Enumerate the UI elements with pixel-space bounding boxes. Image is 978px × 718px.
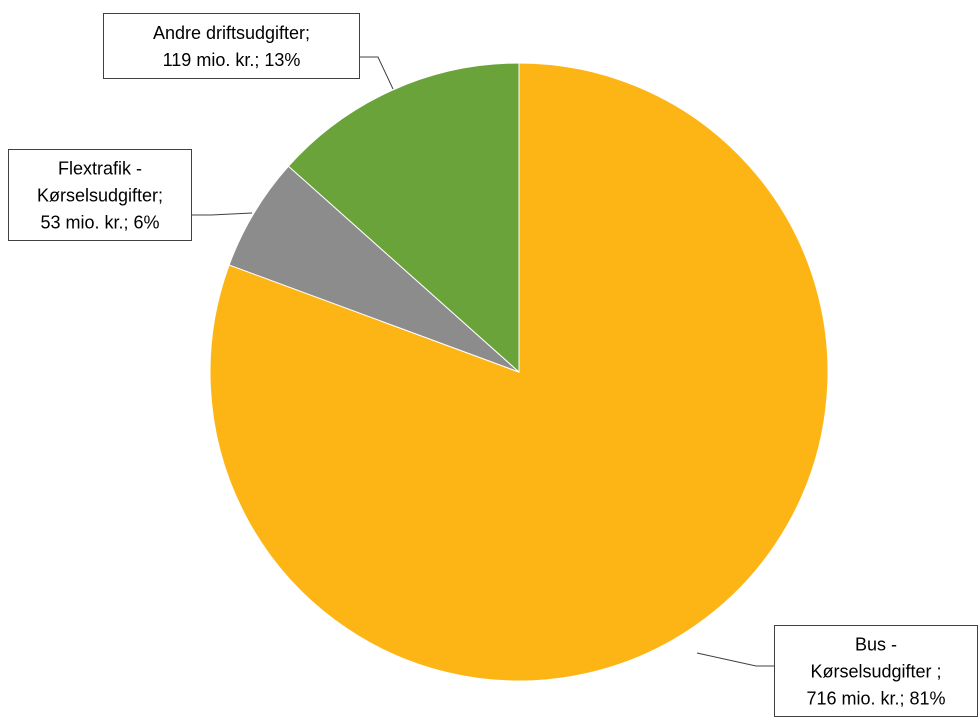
leader-line-2	[192, 212, 253, 216]
leader-line-3	[360, 56, 394, 90]
leader-line-1	[696, 652, 774, 667]
data-label-2-line-1: Flextrafik -	[58, 158, 142, 178]
data-label-box-3	[103, 13, 360, 79]
data-label-1-line-1: Bus -	[855, 634, 897, 654]
data-label-box-2	[8, 149, 192, 241]
data-label-2-line-2: Kørselsudgifter;	[37, 185, 163, 205]
data-labels: Bus - Kørselsudgifter ; 716 mio. kr.; 81% F…	[8, 13, 978, 717]
data-label-1-line-2: Kørselsudgifter ;	[810, 661, 941, 681]
data-label-1-line-3: 716 mio. kr.; 81%	[806, 688, 945, 708]
pie-slices	[209, 62, 829, 682]
data-label-3-line-1: Andre driftsudgifter;	[153, 23, 310, 43]
pie-slice-3	[287, 62, 520, 374]
data-label-2-line-3: 53 mio. kr.; 6%	[40, 212, 159, 232]
data-label-3-line-2: 119 mio. kr.; 13%	[163, 50, 301, 70]
